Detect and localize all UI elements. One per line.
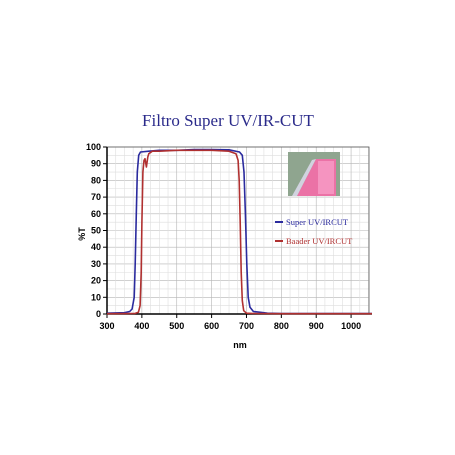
x-axis-label: nm xyxy=(233,340,247,350)
y-tick-labels: 0 10 20 30 40 50 60 70 80 90 100 xyxy=(86,142,107,319)
y-tick-label: 0 xyxy=(96,309,101,319)
x-tick-label: 1000 xyxy=(341,321,361,331)
x-tick-label: 900 xyxy=(309,321,324,331)
inset-photo xyxy=(288,152,340,196)
x-tick-label: 700 xyxy=(239,321,254,331)
y-tick-label: 50 xyxy=(91,226,101,236)
y-tick-label: 40 xyxy=(91,242,101,252)
x-tick-label: 800 xyxy=(274,321,289,331)
y-tick-label: 60 xyxy=(91,209,101,219)
y-tick-label: 70 xyxy=(91,192,101,202)
series-layer xyxy=(106,148,372,315)
y-tick-label: 90 xyxy=(91,159,101,169)
x-tick-label: 600 xyxy=(204,321,219,331)
filter-glass-highlight xyxy=(318,161,334,194)
x-tick-label: 500 xyxy=(169,321,184,331)
x-tick-label: 400 xyxy=(134,321,149,331)
legend-entry: Super UV/IRCUT xyxy=(286,217,349,227)
x-tick-labels: 300 400 500 600 700 800 900 1000 xyxy=(99,314,361,331)
y-tick-label: 30 xyxy=(91,259,101,269)
legend: Super UV/IRCUT Baader UV/IRCUT xyxy=(275,217,353,246)
y-tick-label: 20 xyxy=(91,276,101,286)
series-line-super-uv-ircut xyxy=(106,148,372,315)
chart-title: Filtro Super UV/IR-CUT xyxy=(142,111,315,130)
y-tick-label: 10 xyxy=(91,292,101,302)
y-tick-label: 100 xyxy=(86,142,101,152)
y-tick-label: 80 xyxy=(91,175,101,185)
x-tick-label: 300 xyxy=(99,321,114,331)
series-line-baader-uv-ircut xyxy=(106,149,372,315)
filter-glass-edge xyxy=(292,159,316,196)
y-axis-label: %T xyxy=(77,227,87,241)
legend-entry: Baader UV/IRCUT xyxy=(286,236,353,246)
